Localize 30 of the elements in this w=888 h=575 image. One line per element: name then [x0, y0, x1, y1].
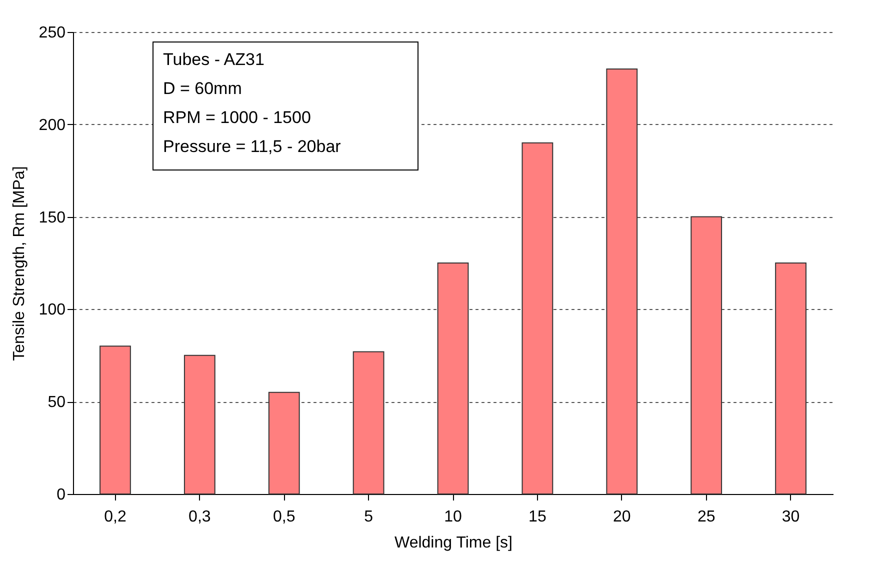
x-tick-label: 0,2 [104, 508, 126, 526]
bar [522, 142, 554, 494]
x-tick-label: 30 [782, 508, 800, 526]
bar [437, 262, 469, 494]
annotation: Tubes - AZ31 [163, 50, 264, 69]
x-tick-label: 15 [528, 508, 546, 526]
bar [100, 346, 131, 494]
x-tick-label: 20 [612, 508, 631, 526]
y-tick-label: 50 [48, 394, 66, 412]
x-tick-label: 0,5 [272, 508, 296, 526]
bar [690, 216, 722, 494]
annotation: Pressure = 11,5 - 20bar [163, 137, 342, 156]
bar [184, 354, 216, 494]
bar [268, 392, 300, 494]
y-tick-label: 0 [56, 486, 66, 504]
y-tick-label: 200 [38, 116, 66, 134]
bar [352, 351, 384, 494]
y-tick-label: 250 [38, 24, 66, 42]
x-tick-label: 5 [364, 508, 374, 526]
x-tick-label: 25 [697, 508, 716, 526]
annotation: RPM = 1000 - 1500 [163, 108, 311, 127]
y-axis-title: Tensile Strength, Rm [MPa] [10, 166, 28, 361]
bar [606, 68, 638, 494]
x-tick-label: 0,3 [188, 508, 211, 526]
y-tick-label: 150 [38, 209, 66, 226]
y-tick-label: 100 [38, 302, 66, 319]
annotation: D = 60mm [163, 79, 242, 98]
x-tick-label: 10 [444, 508, 462, 526]
x-axis-title: Welding Time [s] [394, 534, 512, 552]
bar [775, 262, 806, 494]
